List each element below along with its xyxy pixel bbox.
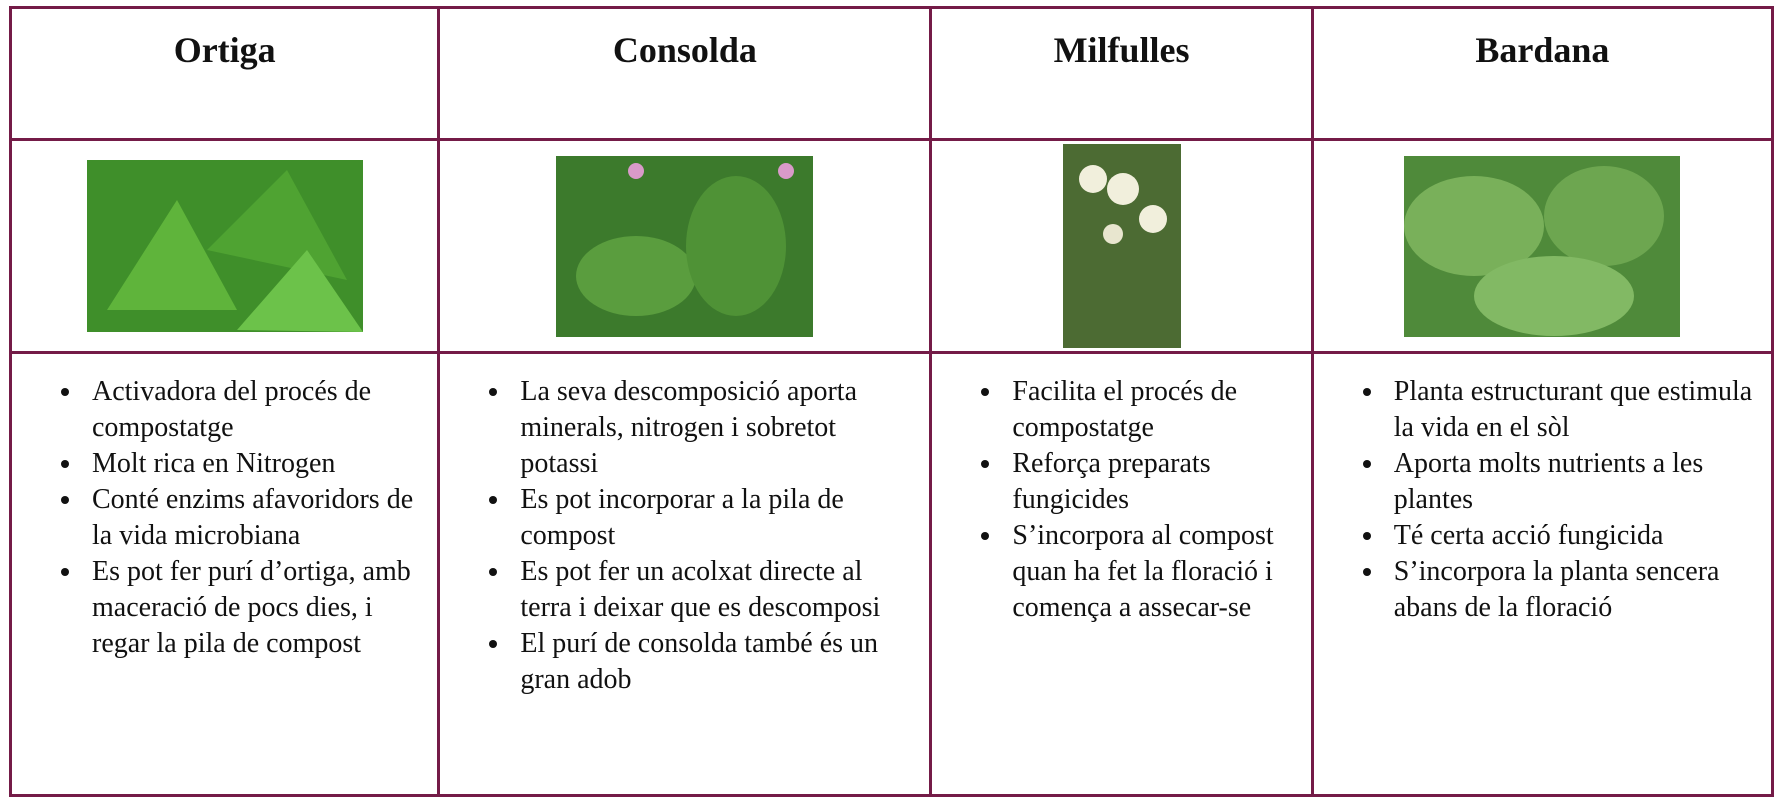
image-cell: [437, 138, 933, 354]
items-cell: La seva descomposició aporta minerals, n…: [437, 351, 933, 797]
bullet-item: La seva descomposició aporta minerals, n…: [512, 374, 917, 482]
plant-image: [1404, 155, 1681, 337]
image-cell: [8, 138, 441, 354]
bullet-item: S’incorpora la planta sencera abans de l…: [1386, 554, 1759, 626]
bullet-list: Activadora del procés de compostatgeMolt…: [12, 374, 425, 662]
bullet-list: La seva descomposició aporta minerals, n…: [440, 374, 917, 698]
items-cell: Activadora del procés de compostatgeMolt…: [8, 351, 441, 797]
bullet-item: Reforça preparats fungicides: [1004, 446, 1298, 518]
bullet-item: Planta estructurant que estimula la vida…: [1386, 374, 1759, 446]
plant-image: [86, 160, 363, 332]
bullet-item: Es pot fer un acolxat directe al terra i…: [512, 554, 917, 626]
image-cell: [1310, 138, 1774, 354]
items-cell: Planta estructurant que estimula la vida…: [1310, 351, 1774, 797]
bullet-item: Té certa acció fungicida: [1386, 518, 1759, 554]
bullet-item: S’incorpora al compost quan ha fet la fl…: [1004, 518, 1298, 626]
header-text: Consolda: [612, 30, 757, 70]
bullet-item: El purí de consolda també és un gran ado…: [512, 626, 917, 698]
plant-table: Ortiga Consolda Milfulles Bardana Activador…: [8, 6, 1774, 797]
bullet-item: Facilita el procés de compostatge: [1004, 374, 1298, 446]
header-row: Ortiga Consolda Milfulles Bardana: [8, 6, 1774, 141]
header-cell: Consolda: [437, 6, 933, 141]
bullet-list: Planta estructurant que estimula la vida…: [1314, 374, 1759, 626]
plant-image: [1062, 144, 1181, 348]
header-text: Ortiga: [173, 30, 276, 70]
bullet-item: Es pot incorporar a la pila de compost: [512, 482, 917, 554]
header-cell: Milfulles: [929, 6, 1314, 141]
header-text: Bardana: [1475, 30, 1610, 70]
header-text: Milfulles: [1053, 30, 1190, 70]
header-cell: Bardana: [1310, 6, 1774, 141]
bullet-item: Activadora del procés de compostatge: [84, 374, 425, 446]
bullet-item: Molt rica en Nitrogen: [84, 446, 425, 482]
bullet-list: Facilita el procés de compostatgeReforça…: [932, 374, 1298, 626]
plant-image: [556, 155, 814, 337]
items-cell: Facilita el procés de compostatgeReforça…: [929, 351, 1314, 797]
bullet-item: Conté enzims afavoridors de la vida micr…: [84, 482, 425, 554]
bullet-item: Es pot fer purí d’ortiga, amb maceració …: [84, 554, 425, 662]
items-row: Activadora del procés de compostatgeMolt…: [8, 351, 1774, 797]
image-row: [8, 138, 1774, 354]
bullet-item: Aporta molts nutrients a les plantes: [1386, 446, 1759, 518]
image-cell: [929, 138, 1314, 354]
header-cell: Ortiga: [8, 6, 441, 141]
